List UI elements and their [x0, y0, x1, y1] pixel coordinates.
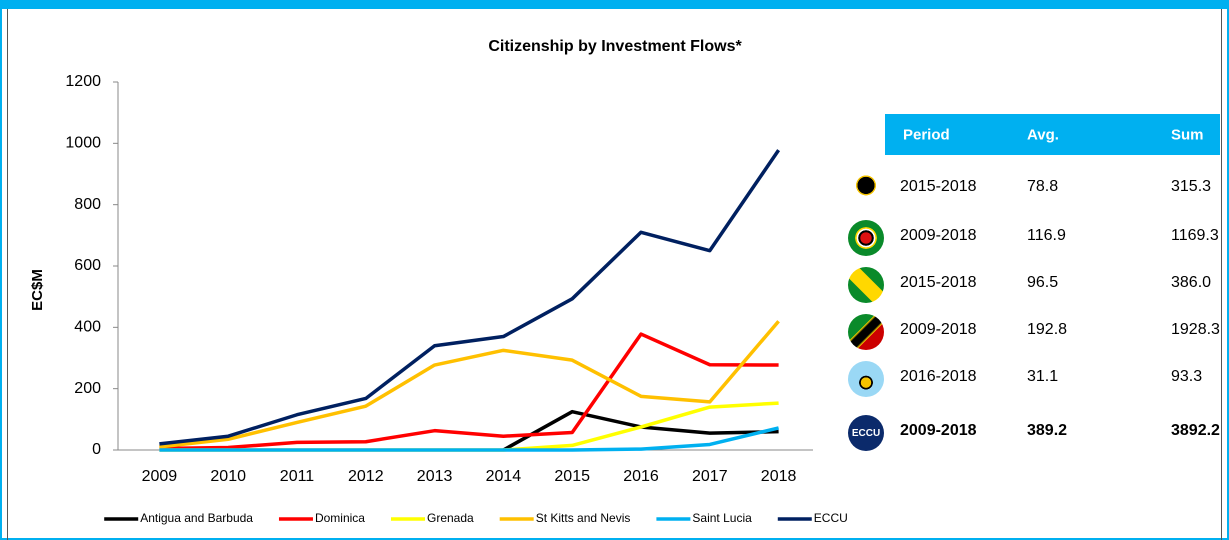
table-cell: 389.2: [1027, 422, 1068, 439]
x-tick-label: 2014: [486, 468, 522, 485]
table-row: 2016-2018 31.1 93.3: [836, 357, 1222, 397]
x-tick-label: 2016: [623, 468, 659, 485]
y-tick-label: 0: [92, 441, 101, 458]
legend-label: St Kitts and Nevis: [536, 511, 631, 525]
flag-icon: ECCU: [848, 415, 884, 451]
table-cell: 192.8: [1027, 321, 1068, 338]
legend-label: Antigua and Barbuda: [140, 511, 253, 525]
x-tick-label: 2013: [417, 468, 453, 485]
table-cell: 1169.3: [1171, 227, 1219, 244]
header-cell: Sum: [1171, 126, 1204, 143]
flag-icon: [848, 267, 884, 303]
table-row: ECCU 2009-2018 389.2 3892.2: [836, 411, 1222, 451]
legend-label: Saint Lucia: [692, 511, 752, 525]
y-tick-label: 1000: [65, 135, 101, 152]
legend-label: ECCU: [814, 511, 848, 525]
table-cell: 386.0: [1171, 274, 1212, 291]
table-row: 2009-2018 116.9 1169.3: [836, 216, 1222, 256]
x-tick-label: 2017: [692, 468, 728, 485]
x-tick-label: 2015: [554, 468, 590, 485]
series-line: [159, 401, 779, 452]
table-header: Period Avg. Sum: [885, 114, 1220, 155]
table-cell: 2009-2018: [900, 321, 977, 338]
table-cell: 2016-2018: [900, 368, 977, 385]
flag-icon: [848, 361, 884, 397]
x-tick-label: 2018: [761, 468, 797, 485]
header-cell: Avg.: [1027, 126, 1059, 143]
table-row: 2015-2018 96.5 386.0: [836, 263, 1222, 303]
table-cell: 1928.3: [1171, 321, 1220, 338]
panel: [7, 9, 1222, 540]
table-cell: 116.9: [1027, 227, 1066, 244]
y-tick-label: 800: [74, 196, 101, 213]
chart-title: Citizenship by Investment Flows*: [488, 38, 742, 55]
flag-icon: [848, 220, 884, 256]
series-line: [159, 332, 779, 451]
flag-icon: [848, 171, 884, 207]
y-tick-label: 400: [74, 319, 101, 336]
table-cell: 96.5: [1027, 274, 1059, 291]
legend-label: Grenada: [427, 511, 474, 525]
table-cell: 315.3: [1171, 178, 1212, 195]
x-tick-label: 2011: [280, 468, 315, 485]
series-line: [159, 320, 780, 449]
series-line: [502, 409, 779, 452]
series-line: [159, 426, 780, 452]
table-cell: 2015-2018: [900, 274, 977, 291]
legend-label: Dominica: [315, 511, 365, 525]
table-cell: 93.3: [1171, 368, 1203, 385]
y-tick-label: 200: [74, 380, 101, 397]
x-tick-label: 2009: [142, 468, 178, 485]
y-tick-label: 1200: [65, 73, 101, 90]
x-tick-label: 2012: [348, 468, 384, 485]
table-cell: 2009-2018: [900, 422, 977, 439]
header-cell: Period: [903, 126, 950, 143]
table-row: 2009-2018 192.8 1928.3: [836, 310, 1222, 350]
x-tick-label: 2010: [210, 468, 246, 485]
table-cell: 78.8: [1027, 178, 1059, 195]
flag-icon: [848, 314, 884, 350]
y-tick-label: 600: [74, 257, 101, 274]
table-cell: 31.1: [1027, 368, 1059, 385]
y-axis-label: EC$M: [29, 269, 46, 311]
table-cell: 2015-2018: [900, 178, 977, 195]
series-line: [159, 149, 781, 446]
table-cell: 3892.2: [1171, 422, 1220, 439]
table-row: 2015-2018 78.8 315.3: [836, 167, 1222, 207]
table-cell: 2009-2018: [900, 227, 977, 244]
